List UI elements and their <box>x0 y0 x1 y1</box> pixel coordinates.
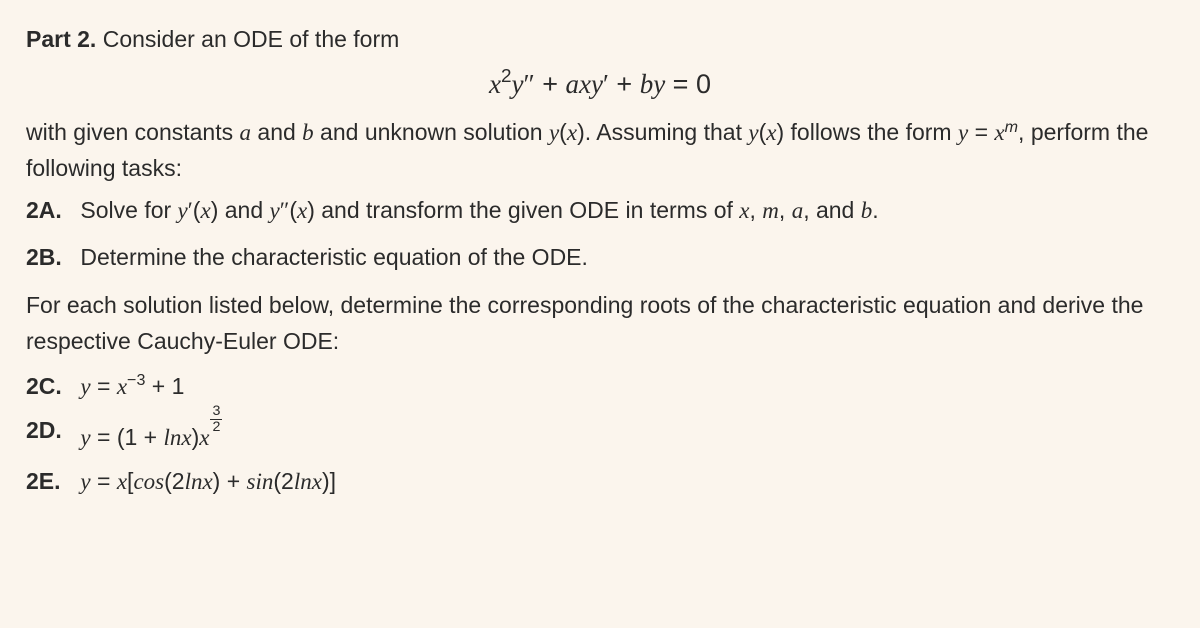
intro-before: Consider an ODE of the form <box>96 26 399 52</box>
solution-2d: 2D. y = (1 + lnx)x32 <box>26 413 1174 456</box>
task-2a-label: 2A. <box>26 193 74 229</box>
task-2b-text: Determine the characteristic equation of… <box>80 240 1168 276</box>
mid-instruction: For each solution listed below, determin… <box>26 288 1174 359</box>
solution-2e-label: 2E. <box>26 464 74 500</box>
solution-2d-eq: y = (1 + lnx)x32 <box>80 413 1168 456</box>
task-2a-text: Solve for y′(x) and y″(x) and transform … <box>80 193 1168 229</box>
solution-2e: 2E. y = x[cos(2lnx) + sin(2lnx)] <box>26 464 1174 500</box>
task-2a: 2A. Solve for y′(x) and y″(x) and transf… <box>26 193 1174 229</box>
solution-2d-label: 2D. <box>26 413 74 449</box>
solution-2c-label: 2C. <box>26 369 74 405</box>
solution-2c: 2C. y = x−3 + 1 <box>26 369 1174 405</box>
solution-2e-eq: y = x[cos(2lnx) + sin(2lnx)] <box>80 464 1168 500</box>
part-label: Part 2. <box>26 26 96 52</box>
intro-after: with given constants a and b and unknown… <box>26 115 1174 186</box>
solution-2c-eq: y = x−3 + 1 <box>80 369 1168 405</box>
task-2b: 2B. Determine the characteristic equatio… <box>26 240 1174 276</box>
part2-intro-line: Part 2. Consider an ODE of the form <box>26 22 1174 58</box>
task-2b-label: 2B. <box>26 240 74 276</box>
ode-equation: x2y″ + axy′ + by = 0 <box>26 64 1174 106</box>
